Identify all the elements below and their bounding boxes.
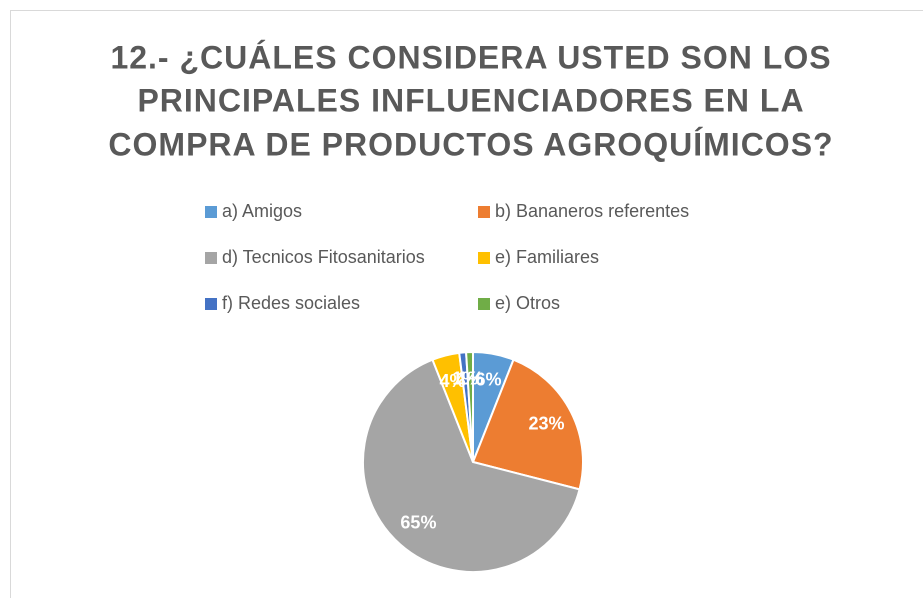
legend-label: d) Tecnicos Fitosanitarios [222, 247, 425, 267]
legend-label: e) Familiares [495, 247, 599, 267]
legend-swatch [205, 252, 217, 264]
data-label: 4% [439, 371, 465, 391]
data-label: 1% [452, 369, 478, 389]
legend-swatch [478, 206, 490, 218]
data-label: 1% [457, 368, 483, 388]
chart-title: PRINCIPALES INFLUENCIADORES EN LA [137, 82, 804, 118]
legend-label: f) Redes sociales [222, 293, 360, 313]
data-label: 23% [528, 413, 564, 433]
chart-title: 12.- ¿CUÁLES CONSIDERA USTED SON LOS [110, 39, 831, 75]
data-label: 65% [400, 513, 436, 533]
pie-slice [471, 358, 584, 491]
chart-title: COMPRA DE PRODUCTOS AGROQUÍMICOS? [108, 126, 833, 162]
legend-label: e) Otros [495, 293, 560, 313]
legend-label: a) Amigos [222, 201, 302, 221]
data-label: 6% [475, 370, 501, 390]
legend-swatch [205, 298, 217, 310]
pie-slice [362, 358, 581, 573]
legend-swatch [478, 298, 490, 310]
legend-swatch [205, 206, 217, 218]
legend-label: b) Bananeros referentes [495, 201, 689, 221]
legend-swatch [478, 252, 490, 264]
pie-slice [465, 350, 474, 463]
